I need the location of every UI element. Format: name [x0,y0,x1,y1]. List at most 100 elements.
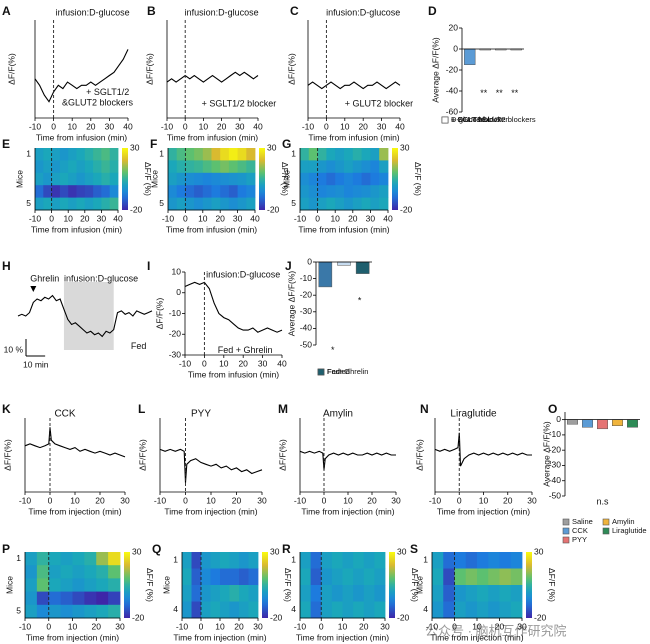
heat-cell [361,185,371,198]
heat-cell [96,604,109,619]
heat-cell [60,591,73,606]
heat-cell [59,197,69,211]
x-tick-label: 20 [80,213,90,223]
heat-cell [300,160,310,174]
row-label: 5 [16,606,21,616]
trace [299,450,396,470]
heat-cell [237,197,247,211]
x-tick-label: 10 [68,621,78,631]
heat-cell [194,172,204,186]
legend-label: + GLUT2 blocker [451,115,508,124]
heat-cell [353,568,365,586]
row-label: 1 [291,555,296,565]
heat-cell [374,568,386,586]
panel-letter: O [548,402,557,416]
annotation: ** [496,88,504,98]
heat-cell [211,172,221,186]
heat-cell [176,185,186,198]
heat-cell [59,185,69,198]
heat-cell [68,185,77,198]
heat-cell [300,185,310,198]
x-tick-label: 10 [206,495,216,505]
heat-cell [331,552,343,569]
heat-cell [185,185,195,198]
legend-label: + SGLT blocker [451,115,503,124]
x-axis-label: Time from infusion (min) [31,224,122,234]
row-label: 1 [291,148,296,158]
heat-cell [108,552,121,566]
heat-cell [93,148,102,161]
heat-cell [454,568,467,586]
x-tick-label: -10 [426,621,439,631]
heat-cell [176,197,186,211]
colorbar-tick-label: 30 [270,546,280,556]
legend-label: CCK [572,526,588,535]
colorbar [262,552,268,618]
x-tick-label: 30 [258,358,268,368]
heat-cell [228,197,238,211]
heat-cell [248,552,259,569]
heat-cell [25,578,38,592]
annotation: * [358,295,362,305]
heat-cell [93,197,102,211]
row-label: 1 [159,148,164,158]
heat-cell [454,601,467,619]
heat-cell [202,160,212,174]
x-tick-label: 40 [113,213,123,223]
heat-cell [308,197,318,211]
x-tick-label: 10 [67,121,77,131]
heat-cell [363,585,375,602]
heat-cell [108,565,121,579]
heat-cell [465,585,478,602]
x-tick-label: 0 [48,495,53,505]
heat-cell [246,197,256,211]
heat-cell [96,578,109,592]
heat-cell [43,160,52,174]
heat-cell [202,172,212,186]
heat-cell [229,552,240,569]
x-tick-label: 20 [238,358,248,368]
heat-cell [370,172,380,186]
heat-cell [68,197,77,211]
legend-label: D-glucose [451,115,485,124]
panel-letter: A [2,4,11,18]
infusion-shade [63,282,114,350]
heat-cell [109,197,119,211]
heat-cell [185,160,195,174]
heat-cell [477,552,489,569]
heat-cell [353,601,365,619]
heat-cell [168,148,178,161]
bar [612,419,623,426]
heat-cell [108,604,121,619]
x-tick-label: 0 [49,213,54,223]
heat-cell [344,172,354,186]
colorbar [124,552,130,618]
y-axis-label: ΔF/F(%) [144,53,154,85]
heat-cell [308,172,318,186]
x-tick-label: 30 [391,495,401,505]
heat-cell [93,172,102,186]
y-axis-label: Mice [281,170,291,188]
heat-cell [84,578,97,592]
heat-cell [108,591,121,606]
colorbar-tick-label: -20 [397,612,410,622]
x-axis-label: Time from infusion (min) [167,132,258,142]
heat-cell [96,552,109,566]
heat-cell [72,578,85,592]
x-axis-label: Time from injection (min) [164,506,257,516]
bar [355,261,370,274]
heat-cell [335,197,345,211]
heat-cell [72,604,85,619]
heat-cell [51,148,61,161]
x-tick-label: 0 [315,213,320,223]
row-label: 5 [159,198,164,208]
heat-cell [344,197,354,211]
heat-cell [84,172,94,186]
heat-cell [229,601,240,619]
heat-cell [48,552,62,566]
heat-cell [361,172,371,186]
heat-cell [239,568,249,586]
y-tick-label: -50 [549,490,562,500]
heat-cell [210,601,221,619]
y-tick-label: -40 [300,323,313,333]
